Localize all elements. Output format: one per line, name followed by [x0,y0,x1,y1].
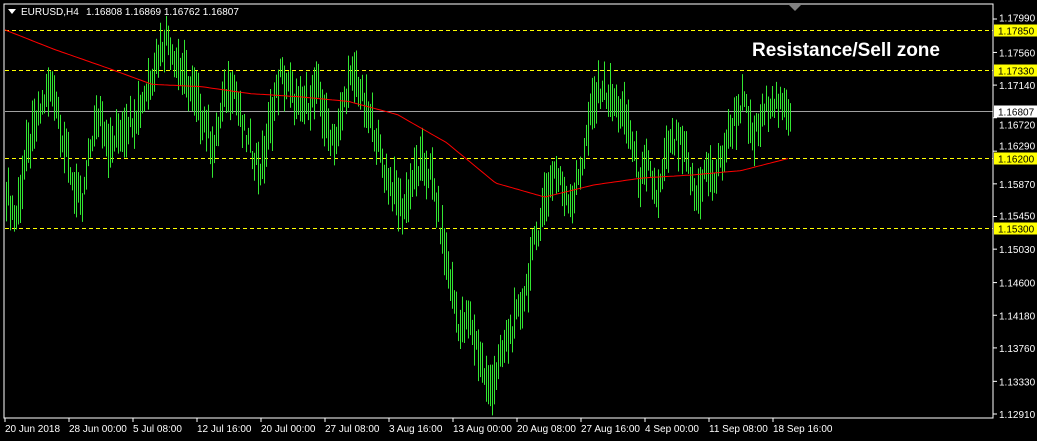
time-tick-label: 11 Sep 08:00 [709,424,768,435]
price-tick-label: 1.15450 [999,212,1036,223]
plot-border [3,3,994,419]
time-tick-label: 12 Jul 16:00 [197,424,252,435]
price-tick-label: 1.14180 [999,311,1036,322]
ohlc-values: 1.16808 1.16869 1.16762 1.16807 [86,7,239,18]
price-tick-label: 1.16290 [999,142,1036,153]
time-tick-label: 27 Jul 08:00 [325,424,380,435]
price-tick-label: 1.15870 [999,180,1036,191]
shift-marker-icon[interactable] [789,5,801,11]
time-tick-label: 4 Sep 00:00 [645,424,699,435]
level-price-label: 1.17850 [998,27,1035,38]
current-price-tag [994,105,1037,118]
price-tick-label: 1.15030 [999,245,1036,256]
level-price-tag [994,64,1037,77]
time-tick-label: 5 Jul 08:00 [133,424,182,435]
level-price-label: 1.16200 [998,155,1035,166]
level-lines [5,30,993,229]
price-tick-label: 1.12910 [999,410,1036,421]
price-tick-label: 1.14600 [999,279,1036,290]
time-tick-label: 3 Aug 16:00 [389,424,443,435]
time-tick-label: 13 Aug 00:00 [453,424,512,435]
resistance-annotation: Resistance/Sell zone [752,40,940,61]
price-tick-label: 1.13330 [999,377,1036,388]
time-tick-label: 20 Jun 2018 [5,424,60,435]
time-tick-label: 27 Aug 16:00 [581,424,640,435]
time-tick-label: 28 Jun 00:00 [69,424,127,435]
price-bars [6,15,791,416]
time-tick-label: 20 Jul 00:00 [261,424,316,435]
level-price-label: 1.17330 [998,67,1035,78]
current-price-label: 1.16807 [998,108,1035,119]
price-tick-label: 1.17990 [999,14,1036,25]
level-price-tag [994,152,1037,165]
level-price-tag [994,222,1037,235]
time-tick-label: 20 Aug 08:00 [517,424,576,435]
level-price-label: 1.15300 [998,225,1035,236]
time-axis: 20 Jun 2018 28 Jun 00:00 5 Jul 08:00 12 Jul… [4,418,833,435]
price-tick-label: 1.17140 [999,81,1036,92]
price-tick-label: 1.13760 [999,344,1036,355]
level-price-tag [994,24,1037,37]
price-axis: 1.17990 1.17560 1.17140 1.16720 1.16290 1.158… [993,14,1037,421]
price-tick-label: 1.17560 [999,48,1036,59]
chart-header: EURUSD,H4 1.16808 1.16869 1.16762 1.1680… [8,7,239,18]
dropdown-triangle-icon[interactable] [8,9,16,14]
moving-average-line [4,29,789,198]
symbol-label: EURUSD,H4 [21,7,79,18]
time-tick-label: 18 Sep 16:00 [773,424,833,435]
price-tick-label: 1.16720 [999,121,1036,132]
